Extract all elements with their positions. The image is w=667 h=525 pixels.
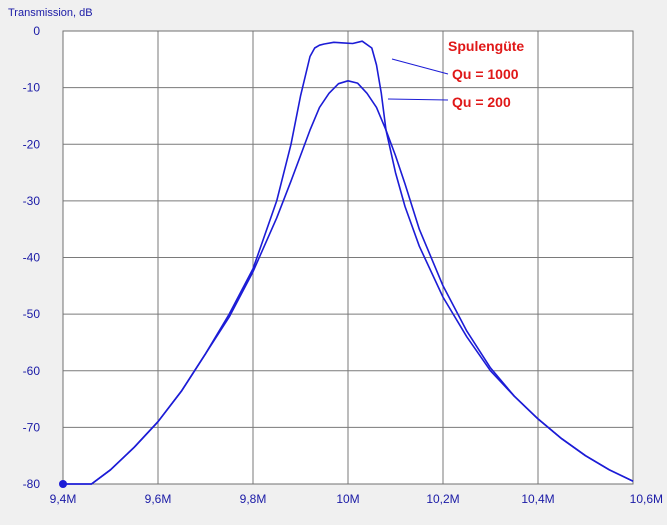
annotations: Spulengüte Qu = 1000 Qu = 200 [387,38,524,110]
series-line-1 [63,80,634,485]
pointer-qu-1000 [391,58,449,75]
grid [63,31,633,484]
y-tick-label: -50 [23,307,41,321]
x-ticks: 9,4M 9,6M 9,8M 10M 10,2M 10,4M 10,6M [50,492,663,506]
pointer-qu-200 [387,98,449,101]
x-tick-label: 9,8M [240,492,267,506]
y-tick-label: -10 [23,81,41,95]
y-tick-label: -40 [23,251,41,265]
y-tick-label: -20 [23,137,41,151]
legend-title: Spulengüte [448,38,524,54]
x-tick-label: 9,4M [50,492,77,506]
start-marker [59,480,67,488]
y-tick-label: -70 [23,420,41,434]
y-tick-label: -30 [23,194,41,208]
y-tick-label: -80 [23,477,41,491]
series [59,40,634,488]
x-tick-label: 10,2M [426,492,459,506]
x-tick-label: 10,6M [630,492,663,506]
x-tick-label: 9,6M [145,492,172,506]
y-ticks: 0 -10 -20 -30 -40 -50 -60 -70 -80 [23,24,41,491]
label-qu-200: Qu = 200 [452,94,511,110]
y-axis-label: Transmission, dB [8,7,93,19]
label-qu-1000: Qu = 1000 [452,66,519,82]
plot-border [62,30,634,485]
x-tick-label: 10M [336,492,359,506]
y-tick-label: 0 [33,24,40,38]
x-tick-label: 10,4M [521,492,554,506]
y-tick-label: -60 [23,364,41,378]
